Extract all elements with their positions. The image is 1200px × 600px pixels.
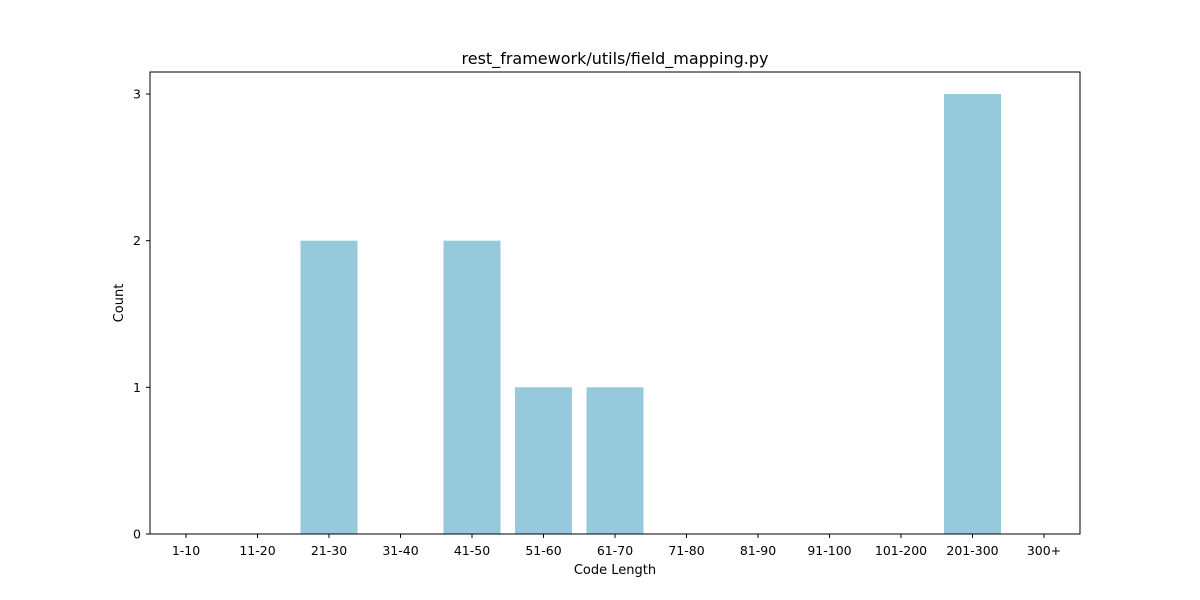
y-axis-label: Count: [112, 284, 127, 323]
y-tick-label: 3: [133, 87, 141, 102]
bar-201-300: [944, 94, 1001, 534]
x-tick-label: 91-100: [807, 543, 851, 558]
x-tick-label: 81-90: [740, 543, 776, 558]
x-tick-label: 61-70: [597, 543, 633, 558]
x-tick-label: 201-300: [946, 543, 998, 558]
bar-61-70: [586, 387, 644, 534]
bar-41-50: [443, 240, 501, 534]
x-tick-label: 41-50: [454, 543, 490, 558]
x-axis-label: Code Length: [574, 563, 656, 578]
x-tick-label: 31-40: [382, 543, 418, 558]
x-tick-label: 1-10: [172, 543, 200, 558]
chart-title: rest_framework/utils/field_mapping.py: [462, 49, 769, 69]
bars: [300, 94, 1001, 534]
x-tick-label: 101-200: [875, 543, 927, 558]
x-tick-label: 11-20: [239, 543, 275, 558]
bar-51-60: [515, 387, 572, 534]
y-tick-label: 1: [133, 380, 141, 395]
y-tick-label: 0: [133, 527, 141, 542]
x-tick-label: 300+: [1027, 543, 1061, 558]
x-tick-label: 71-80: [668, 543, 704, 558]
y-axis: 0 1 2 3: [133, 87, 150, 542]
y-tick-label: 2: [133, 233, 141, 248]
x-tick-label: 21-30: [311, 543, 347, 558]
x-tick-label: 51-60: [525, 543, 561, 558]
x-axis: 1-10 11-20 21-30 31-40 41-50 51-60 61-70 71-80 8…: [172, 534, 1061, 558]
bar-21-30: [300, 240, 358, 534]
